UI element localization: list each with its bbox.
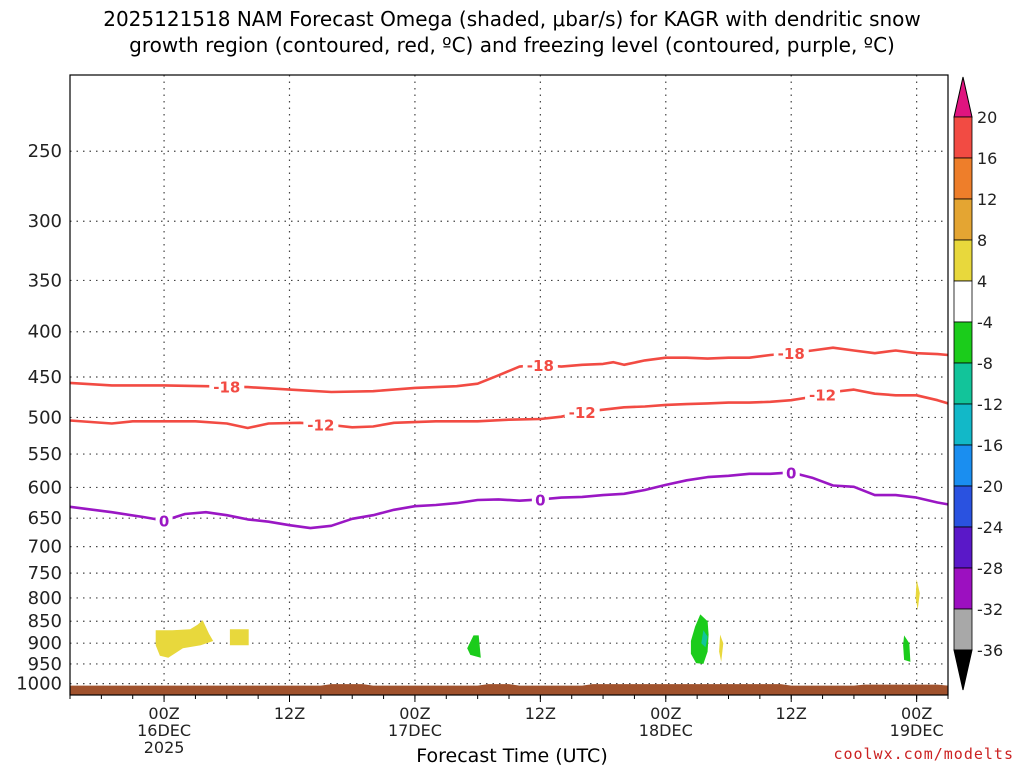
y-tick-label: 300 [28, 211, 62, 232]
colorbar-label: 8 [977, 231, 987, 250]
colorbar-bin [953, 116, 973, 159]
colorbar-bin [953, 198, 973, 241]
y-tick-label: 450 [28, 367, 62, 388]
surface-terrain [70, 684, 948, 695]
credit-label: coolwx.com/modelts [833, 745, 1014, 763]
x-tick-date: 17DEC [388, 721, 442, 740]
contour-label: -12 [569, 404, 596, 422]
y-tick-label: 900 [28, 633, 62, 654]
x-tick-date: 19DEC [890, 721, 944, 740]
colorbar-bin [953, 321, 973, 364]
x-axis-label: Forecast Time (UTC) [416, 745, 608, 767]
contour-label: -12 [809, 386, 836, 404]
colorbar-bin [953, 403, 973, 446]
omega-shaded-region [701, 630, 708, 648]
colorbar-label: 4 [977, 272, 987, 291]
colorbar-bin [953, 444, 973, 487]
omega-shaded-region [155, 620, 214, 658]
colorbar-label: -4 [977, 313, 993, 332]
colorbar-label: 20 [977, 108, 997, 127]
contour-label-bg [531, 491, 549, 508]
chart-title: 2025121518 NAM Forecast Omega (shaded, μ… [0, 6, 1024, 58]
colorbar-bin [953, 567, 973, 610]
contour-label-bg [805, 386, 841, 403]
x-tick-label: 12Z [776, 704, 807, 723]
contour-label: -18 [778, 345, 805, 363]
x-tick-label: 00Z [399, 704, 430, 723]
y-tick-label: 650 [28, 508, 62, 529]
colorbar-label: -32 [977, 600, 1003, 619]
contour-label: 0 [535, 491, 545, 509]
colorbar-label: -24 [977, 518, 1003, 537]
colorbar-bin [953, 239, 973, 282]
y-tick-label: 550 [28, 444, 62, 465]
omega-shaded-region [915, 579, 920, 610]
colorbar-label: 12 [977, 190, 997, 209]
colorbar-label: -20 [977, 477, 1003, 496]
y-tick-label: 850 [28, 611, 62, 632]
contour-line [69, 471, 949, 530]
y-tick-label: 250 [28, 141, 62, 162]
x-tick-label: 00Z [650, 704, 681, 723]
chart-title-line2: growth region (contoured, red, ºC) and f… [129, 33, 895, 57]
colorbar-bottom-triangle [953, 649, 973, 691]
x-tick-label: 12Z [274, 704, 305, 723]
y-tick-label: 950 [28, 654, 62, 675]
omega-shaded-region [229, 629, 249, 646]
omega-shaded-region [719, 634, 724, 662]
colorbar-bin [953, 280, 973, 323]
y-tick-label: 350 [28, 270, 62, 291]
contour-label-bg [564, 404, 600, 421]
x-tick-year: 2025 [144, 738, 185, 757]
contour-line [69, 346, 949, 394]
omega-shaded-region [467, 635, 481, 658]
colorbar-top-triangle [953, 76, 973, 118]
colorbar-bin [953, 485, 973, 528]
contour-label: 0 [786, 464, 796, 482]
colorbar-bin [953, 608, 973, 651]
x-tick-date: 18DEC [639, 721, 693, 740]
colorbar-label: -16 [977, 436, 1003, 455]
contour-label-bg [522, 356, 558, 373]
contour-label: 0 [159, 513, 169, 531]
y-tick-label: 800 [28, 588, 62, 609]
y-tick-label: 750 [28, 563, 62, 584]
contour-label-bg [782, 464, 800, 481]
x-tick-label: 00Z [901, 704, 932, 723]
colorbar-bin [953, 362, 973, 405]
omega-shaded-region [690, 614, 709, 664]
colorbar-label: 16 [977, 149, 997, 168]
contour-label-bg [303, 416, 339, 433]
colorbar-label: -12 [977, 395, 1003, 414]
colorbar-label: -28 [977, 559, 1003, 578]
colorbar-bin [953, 157, 973, 200]
contour-label: -18 [527, 357, 554, 375]
chart-title-line1: 2025121518 NAM Forecast Omega (shaded, μ… [103, 7, 921, 31]
colorbar-label: -36 [977, 641, 1003, 660]
contour-label: -12 [307, 416, 334, 434]
y-tick-label: 500 [28, 407, 62, 428]
colorbar: 20 16 12 8 4 -4 -8 -12 -16 -20 -24 -28 -32 -36 [953, 76, 1003, 691]
contour-label: -18 [213, 379, 240, 397]
omega-shaded-region [903, 635, 911, 662]
x-tick-label: 12Z [525, 704, 556, 723]
plot-frame [69, 74, 949, 696]
y-tick-label: 700 [28, 537, 62, 558]
contour-label-bg [773, 345, 809, 362]
contour-label-bg [155, 512, 173, 529]
colorbar-label: -8 [977, 354, 993, 373]
colorbar-bin [953, 526, 973, 569]
y-tick-label: 600 [28, 477, 62, 498]
x-tick-date: 16DEC [137, 721, 191, 740]
x-tick-label: 00Z [148, 704, 179, 723]
y-tick-label: 1000 [16, 674, 62, 695]
y-tick-label: 400 [28, 322, 62, 343]
contour-label-bg [209, 378, 245, 395]
